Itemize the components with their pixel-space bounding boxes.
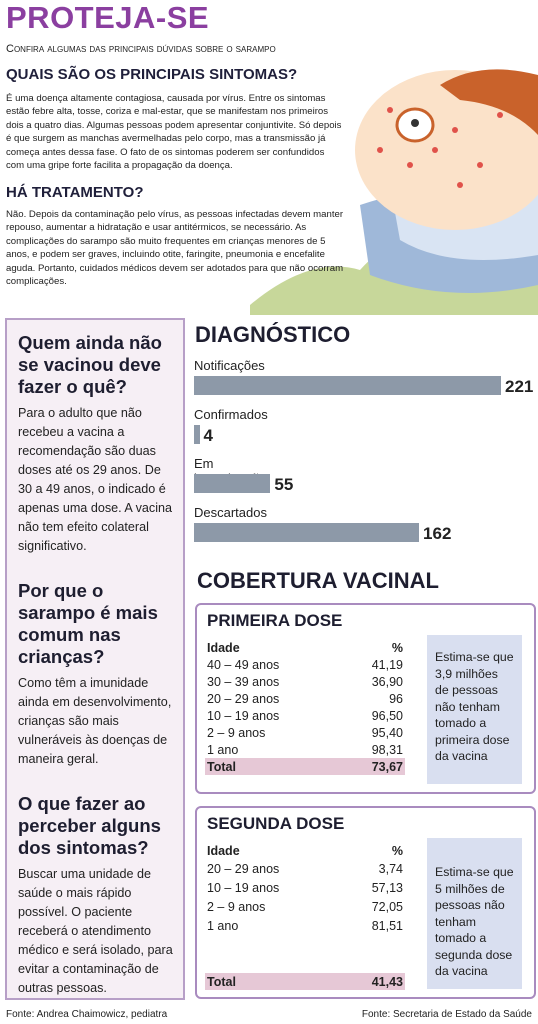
title: PROTEJA-SE <box>6 0 210 35</box>
total-cell: 73,67 <box>341 758 405 775</box>
table-row: 2 – 9 anos 95,40 <box>205 724 405 741</box>
table-cell: 98,31 <box>371 742 403 757</box>
coverage-box: SEGUNDA DOSE Idade% 20 – 29 anos 3,74 10 – 1… <box>195 806 536 999</box>
section-text: Não. Depois da contaminação pelo vírus, … <box>6 209 344 288</box>
table-row: 20 – 29 anos 3,74 <box>205 859 405 878</box>
table-cell: 1 ano <box>207 742 239 757</box>
illustration <box>250 69 538 315</box>
faq-question: Quem ainda não se vacinou deve fazer o q… <box>18 332 162 397</box>
category-label: Confirmados <box>194 407 268 422</box>
value-label: 221 <box>505 377 534 396</box>
section-heading: HÁ TRATAMENTO? <box>6 184 144 201</box>
coverage-table: Idade% 40 – 49 anos 41,19 30 – 39 anos 36,90… <box>205 639 405 775</box>
bar <box>194 376 501 395</box>
table-row: 10 – 19 anos 96,50 <box>205 707 405 724</box>
faq-answer: Para o adulto que não recebeu a vacina a… <box>18 406 173 553</box>
table-cell: 41,19 <box>371 657 403 672</box>
header-cell: Idade <box>207 843 240 858</box>
section-heading: QUAIS SÃO OS PRINCIPAIS SINTOMAS? <box>6 66 298 83</box>
header-cell: % <box>391 843 403 858</box>
footer-source: Fonte: Secretaria de Estado da Saúde <box>361 1009 532 1020</box>
total-cell: 41,43 <box>341 973 405 990</box>
table-cell: 2 – 9 anos <box>207 725 266 740</box>
header-row: Idade% <box>205 639 405 656</box>
coverage-box: PRIMEIRA DOSE Idade% 40 – 49 anos 41,19 30 –… <box>195 603 536 794</box>
table-cell: 96,50 <box>371 708 403 723</box>
chart-title: DIAGNÓSTICO <box>195 322 351 347</box>
table-cell: 3,74 <box>378 861 403 876</box>
total-cell: Total <box>205 758 342 775</box>
box-title: SEGUNDA DOSE <box>207 814 345 833</box>
coverage-title: COBERTURA VACINAL <box>197 568 439 593</box>
value-label: 55 <box>274 475 294 494</box>
bar <box>194 523 420 542</box>
spacer-row <box>205 935 405 973</box>
table-cell: 96 <box>389 691 403 706</box>
table-cell: 30 – 39 anos <box>207 674 280 689</box>
note: Estima-se que 5 milhões de pessoas não t… <box>427 838 522 989</box>
table-row: 40 – 49 anos 41,19 <box>205 656 405 673</box>
table-row: 2 – 9 anos 72,05 <box>205 897 405 916</box>
table-row: 1 ano 98,31 <box>205 741 405 758</box>
table-row: 10 – 19 anos 57,13 <box>205 878 405 897</box>
footer-source: Fonte: Andrea Chaimowicz, pediatra <box>6 1009 168 1020</box>
table-cell: 2 – 9 anos <box>207 899 266 914</box>
total-row: Total 41,43 <box>205 973 405 990</box>
value-label: 4 <box>203 426 214 445</box>
note: Estima-se que 3,9 milhões de pessoas não… <box>427 635 522 784</box>
value-label: 162 <box>423 524 452 543</box>
table-cell: 72,05 <box>371 899 403 914</box>
faq-question: O que fazer ao perceber alguns dos sinto… <box>18 793 161 858</box>
table-cell: 10 – 19 anos <box>207 708 280 723</box>
spacer <box>205 935 342 973</box>
total-row: Total 73,67 <box>205 758 405 775</box>
table-cell: 36,90 <box>371 674 403 689</box>
category-label: Descartados <box>194 505 267 520</box>
faq-question: Por que o sarampo é mais comum nas crian… <box>18 580 158 667</box>
table-cell: 40 – 49 anos <box>207 657 280 672</box>
bar <box>194 474 271 493</box>
table-cell: 20 – 29 anos <box>207 691 280 706</box>
section-text: É uma doença altamente contagiosa, causa… <box>6 93 342 172</box>
faq-answer: Buscar uma unidade de saúde o mais rápid… <box>18 867 173 995</box>
subtitle: Confira algumas das principais dúvidas s… <box>6 43 276 55</box>
faq-answer: Como têm a imunidade ainda em desenvolvi… <box>18 676 172 766</box>
table-row: 1 ano 81,51 <box>205 916 405 935</box>
coverage-table: Idade% 20 – 29 anos 3,74 10 – 19 anos 57,13 2… <box>205 842 405 990</box>
table-row: 30 – 39 anos 36,90 <box>205 673 405 690</box>
box-title: PRIMEIRA DOSE <box>207 611 343 630</box>
table-row: 20 – 29 anos 96 <box>205 690 405 707</box>
table-cell: 81,51 <box>371 918 403 933</box>
header-cell: % <box>391 640 403 655</box>
total-cell: Total <box>205 973 342 990</box>
table-cell: 1 ano <box>207 918 239 933</box>
header-row: Idade% <box>205 842 405 859</box>
faq-box: Quem ainda não se vacinou deve fazer o q… <box>5 318 185 1000</box>
bar <box>194 425 200 444</box>
table-cell: 95,40 <box>371 725 403 740</box>
table-cell: 10 – 19 anos <box>207 880 280 895</box>
table-cell: 20 – 29 anos <box>207 861 280 876</box>
table-cell: 57,13 <box>371 880 403 895</box>
header-cell: Idade <box>207 640 240 655</box>
category-label: Notificações <box>194 358 265 373</box>
